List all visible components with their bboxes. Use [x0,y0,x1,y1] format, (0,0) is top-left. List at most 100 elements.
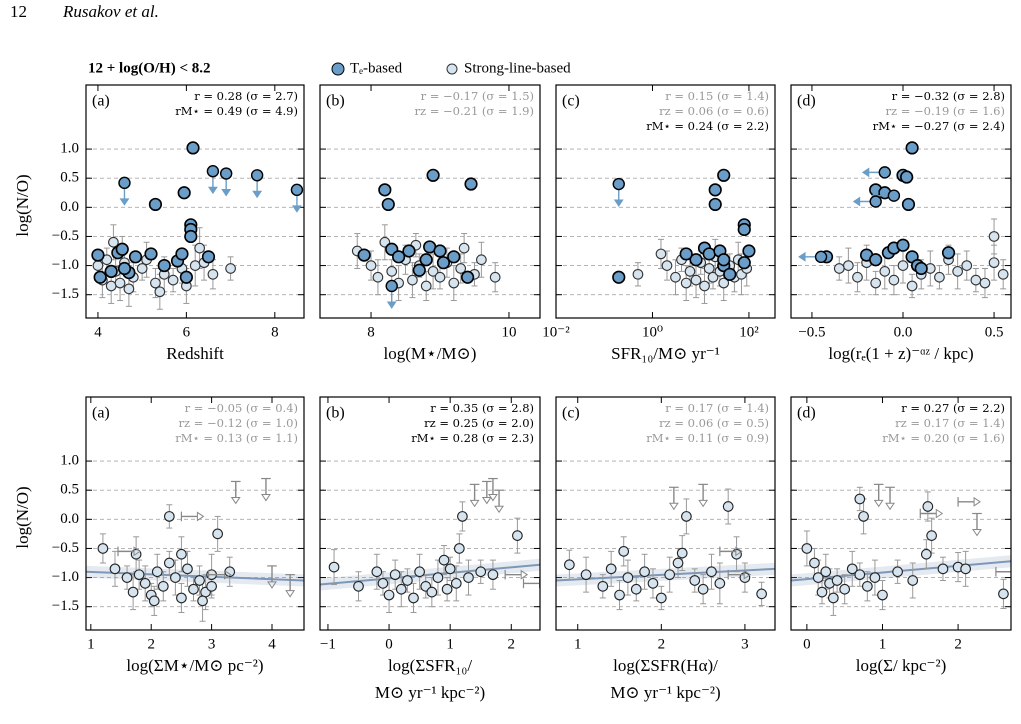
legend-swatch [446,63,458,75]
panel-frame [555,84,776,319]
annotation: rM⋆ = 0.49 (σ = 4.9) [175,104,298,118]
limit-marker [385,279,398,293]
point [639,566,650,578]
point [457,511,468,522]
limit-marker [869,195,882,208]
limit-point [481,480,492,505]
panel-frame [790,396,1012,631]
panel-label: (c) [562,405,580,422]
point [888,274,900,286]
limit-point [494,489,504,514]
point [92,260,104,271]
x-tick-label: 0.0 [894,324,913,340]
point [395,583,407,595]
point [820,566,832,578]
point [897,260,909,271]
x-tick-label: −0.5 [798,324,825,340]
annotation: r = 0.28 (σ = 2.7) [194,89,298,103]
point [618,546,630,557]
point [460,270,475,284]
point [458,242,470,254]
annotation: r = 0.15 (σ = 1.4) [665,89,769,103]
point [489,271,501,283]
point [717,253,731,267]
annotation: rM⋆ = 0.28 (σ = 2.3) [411,431,534,445]
limit-head [481,496,492,505]
limit-point [727,569,752,580]
point [564,559,575,571]
point [123,283,135,295]
point [476,254,487,266]
point [206,580,217,592]
x-tick-label: 4 [94,324,102,340]
limit-point [698,483,709,508]
limit-head [885,502,895,511]
x-tick-label: 2 [658,636,666,652]
x-tick-label: 0.5 [985,324,1004,340]
fit-line [320,563,540,586]
point [148,197,163,212]
point [690,274,702,286]
point [453,543,465,554]
point [436,256,451,270]
panel-label: (b) [326,405,345,422]
point [104,264,118,279]
point [434,271,446,283]
point [426,586,438,598]
point [450,578,462,589]
point [672,557,684,569]
y-tick-label: −0.5 [52,228,79,244]
point [426,168,440,182]
limit-point [504,569,529,580]
point [186,141,200,155]
point [580,569,592,581]
point [115,242,129,256]
limit-head [119,198,130,206]
point [117,261,132,276]
point [151,566,163,578]
point [176,548,187,560]
x-tick-label: 10² [739,324,759,340]
point [419,253,433,267]
annotation: rM⋆ = 0.13 (σ = 1.1) [175,431,298,445]
point [812,572,824,583]
point [389,569,401,581]
y-tick-label: 0.5 [60,170,79,186]
point [706,566,717,578]
point [632,268,644,280]
point [998,588,1009,600]
point [109,563,121,575]
limit-point [206,165,220,195]
annotation: rz = −0.21 (σ = 1.9) [415,104,534,118]
point [144,247,158,261]
limit-head [224,569,232,580]
point [679,247,693,261]
limit-head [230,496,241,505]
point [407,274,418,286]
limit-head [613,199,624,207]
point [702,247,716,261]
limit-head [520,569,529,580]
point [697,583,709,595]
point [676,547,688,559]
x-tick-label: 10⁰ [642,324,663,340]
x-tick-label: 1 [574,636,582,652]
x-tick-label: 2 [508,636,516,652]
x-tick-label: 4 [268,636,276,652]
point [448,277,460,289]
point [150,277,161,289]
point [862,580,873,592]
x-axis-label: log(ΣSFR(Hα)/ [613,656,718,675]
panel-title: 12 + log(O/H) < 8.2 [88,60,211,76]
point [175,247,189,261]
x-axis-label: log(ΣSFR₁₀/ [388,656,472,675]
point [952,266,963,277]
point [194,242,205,254]
x-tick-label: 8 [271,324,279,340]
annotation: r = 0.35 (σ = 2.8) [430,401,534,415]
point [988,231,1000,242]
y-axis-label: log(N/O) [13,174,32,236]
point [91,248,105,262]
limit-point [957,496,981,507]
point [970,274,982,286]
